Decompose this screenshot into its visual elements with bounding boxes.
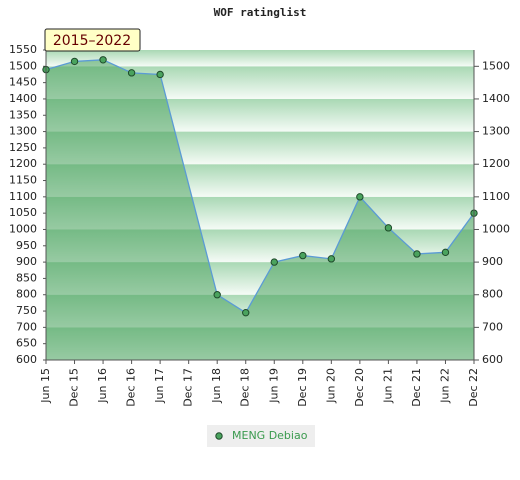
- x-tick-label: Dec 22: [467, 368, 480, 407]
- y-tick-label: 1200: [9, 157, 37, 170]
- x-tick-label: Jun 17: [153, 368, 166, 404]
- x-tick-label: Jun 15: [39, 368, 52, 404]
- y-tick-label: 800: [16, 288, 37, 301]
- y-tick-label: 1000: [9, 222, 37, 235]
- y-tick-label: 1100: [9, 190, 37, 203]
- area: [46, 59, 474, 360]
- point: [356, 193, 364, 201]
- x-tick-label: Jun 22: [438, 368, 451, 404]
- y2-tick-label: 600: [482, 353, 503, 366]
- x-tick-label: Jun 20: [324, 368, 337, 404]
- annotation: 2015–2022: [53, 33, 131, 49]
- y2-tick-label: 1000: [482, 222, 510, 235]
- y-tick-label: 1050: [9, 206, 37, 219]
- x-tick-label: Dec 16: [125, 368, 138, 407]
- x-tick-label: Jun 18: [210, 368, 223, 404]
- y-tick-label: 1550: [9, 43, 37, 56]
- y-tick-label: 1500: [9, 59, 37, 72]
- y2-tick-label: 1100: [482, 190, 510, 203]
- y-tick-label: 650: [16, 337, 37, 350]
- y2-tick-label: 1200: [482, 157, 510, 170]
- y-tick-label: 1300: [9, 125, 37, 138]
- x-tick-label: Jun 16: [96, 368, 109, 404]
- x-tick-label: Jun 19: [267, 368, 280, 404]
- y-tick-label: 1150: [9, 174, 37, 187]
- y2-tick-label: 700: [482, 320, 503, 333]
- point: [156, 70, 164, 79]
- point: [327, 255, 336, 263]
- x-tick-label: Dec 17: [182, 368, 195, 407]
- y2-tick-label: 1500: [482, 59, 510, 72]
- point: [270, 258, 278, 266]
- y-tick-label: 1250: [9, 141, 37, 154]
- x-tick-label: Dec 20: [353, 368, 366, 407]
- y-tick-label: 850: [16, 271, 37, 284]
- point: [99, 56, 107, 64]
- y2-tick-label: 1400: [482, 92, 510, 105]
- legend-label: MENG Debiao: [232, 429, 308, 442]
- point: [242, 308, 250, 317]
- band: [46, 50, 474, 67]
- point: [70, 57, 79, 66]
- y2-tick-label: 1300: [482, 125, 510, 138]
- x-tick-label: Dec 18: [239, 368, 252, 407]
- legend-box: [207, 425, 315, 447]
- y-tick-label: 900: [16, 255, 37, 268]
- x-tick-label: Dec 15: [68, 368, 81, 407]
- y-tick-label: 950: [16, 239, 37, 252]
- x-tick-label: Dec 21: [410, 368, 423, 407]
- point: [384, 224, 393, 232]
- x-tick-label: Dec 19: [296, 368, 309, 407]
- point: [127, 69, 136, 77]
- y2-tick-label: 800: [482, 288, 503, 301]
- y-tick-label: 1400: [9, 92, 37, 105]
- point: [213, 291, 221, 299]
- point: [299, 251, 307, 260]
- point: [441, 248, 450, 257]
- legend-marker: [215, 432, 223, 440]
- x-tick-label: Jun 21: [381, 368, 394, 404]
- y-tick-label: 1450: [9, 76, 37, 89]
- y-tick-label: 1350: [9, 108, 37, 121]
- y-tick-label: 700: [16, 320, 37, 333]
- chart-title: WOF ratinglist: [214, 6, 307, 19]
- y2-tick-label: 900: [482, 255, 503, 268]
- annotation-box: [44, 28, 141, 52]
- y-tick-label: 750: [16, 304, 37, 317]
- point: [413, 250, 421, 258]
- y-tick-label: 600: [16, 353, 37, 366]
